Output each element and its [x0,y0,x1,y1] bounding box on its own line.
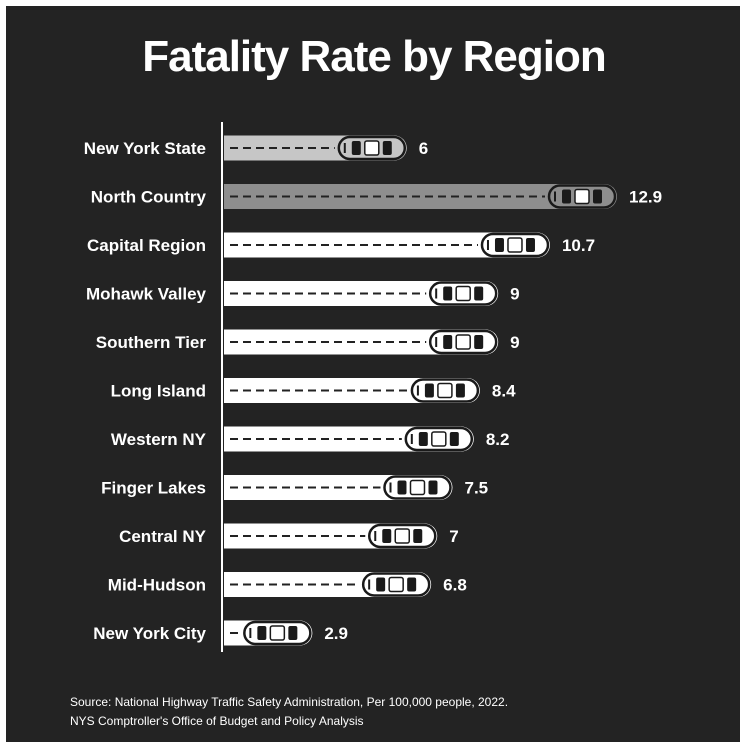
bar [224,620,313,646]
bar [224,426,474,452]
bar [224,378,480,403]
category-label: Long Island [111,382,206,401]
category-label: Central NY [119,527,207,546]
chart-title: Fatality Rate by Region [142,32,607,81]
category-label: Capital Region [87,236,206,255]
value-label: 7.5 [464,479,488,498]
value-label: 8.2 [486,430,510,449]
car-icon [404,426,474,452]
bar [224,135,407,161]
car-icon [428,281,498,306]
car-icon [243,620,312,646]
category-label: North Country [91,188,207,207]
car-icon [428,329,498,355]
value-label: 6 [419,139,428,158]
car-icon [368,523,437,549]
category-label: Finger Lakes [101,479,206,498]
bar [224,523,438,549]
category-label: Southern Tier [96,333,207,352]
category-label: Western NY [111,430,207,449]
bar [224,475,453,500]
bar [224,329,499,355]
car-icon [383,475,452,500]
car-icon [410,378,480,403]
value-label: 8.4 [492,382,516,401]
category-label: New York State [84,139,206,158]
source-note: Source: National Highway Traffic Safety … [70,693,508,731]
value-label: 7 [449,527,458,546]
source-line-1: Source: National Highway Traffic Safety … [70,695,509,709]
category-label: New York City [93,624,206,643]
car-icon [547,184,617,209]
source-line-2: NYS Comptroller's Office of Budget and P… [70,714,364,728]
category-label: Mohawk Valley [86,285,207,304]
value-label: 6.8 [443,576,467,595]
bar [224,572,432,597]
chart-panel [6,6,740,742]
value-label: 9 [510,285,519,304]
bar-shape [224,184,617,209]
car-icon [480,232,550,258]
bar [224,232,550,258]
bar [224,281,499,306]
value-label: 9 [510,333,519,352]
car-icon [361,572,431,597]
value-label: 12.9 [629,188,662,207]
category-label: Mid-Hudson [108,576,206,595]
bar [224,184,617,209]
value-label: 10.7 [562,236,595,255]
value-label: 2.9 [324,624,348,643]
car-icon [337,135,407,161]
